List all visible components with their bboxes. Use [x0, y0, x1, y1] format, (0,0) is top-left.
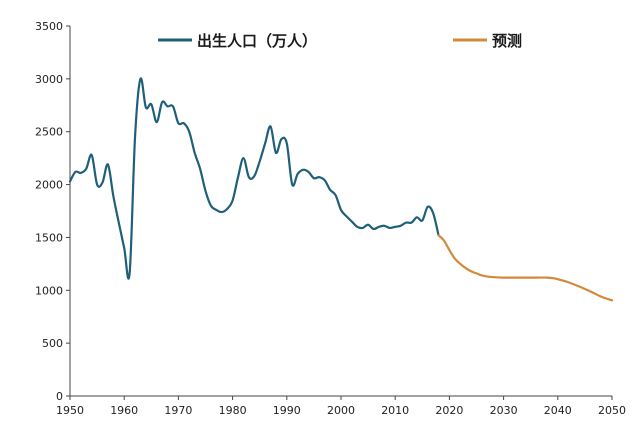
- y-axis-ticks: 0 500 1000 1500 2000 2500 3000 3500: [35, 20, 70, 403]
- x-tick-label: 2020: [435, 404, 463, 417]
- x-tick-label: 1980: [219, 404, 247, 417]
- legend: 出生人口（万人） 预测: [158, 32, 522, 50]
- series-line-births: [68, 77, 440, 280]
- y-tick-label: 0: [56, 390, 63, 403]
- x-tick-label: 1970: [164, 404, 192, 417]
- y-tick-label: 1000: [35, 284, 63, 297]
- x-tick-label: 1960: [110, 404, 138, 417]
- x-tick-label: 1950: [56, 404, 84, 417]
- x-tick-label: 2050: [598, 404, 626, 417]
- x-axis-ticks: 1950 1960 1970 1980 1990 2000 2010 2020 2030 2040…: [56, 396, 626, 417]
- x-tick-label: 2010: [381, 404, 409, 417]
- series-layer: [68, 77, 614, 302]
- y-tick-label: 3500: [35, 20, 63, 33]
- legend-label-births: 出生人口（万人）: [197, 32, 317, 50]
- y-tick-label: 2500: [35, 126, 63, 139]
- series-line-forecast: [437, 234, 614, 302]
- x-tick-label: 2030: [490, 404, 518, 417]
- y-tick-label: 1500: [35, 231, 63, 244]
- y-tick-label: 500: [42, 337, 63, 350]
- x-tick-label: 1990: [273, 404, 301, 417]
- y-tick-label: 2000: [35, 179, 63, 192]
- x-tick-label: 2000: [327, 404, 355, 417]
- legend-label-forecast: 预测: [492, 32, 522, 50]
- y-tick-label: 3000: [35, 73, 63, 86]
- x-tick-label: 2040: [544, 404, 572, 417]
